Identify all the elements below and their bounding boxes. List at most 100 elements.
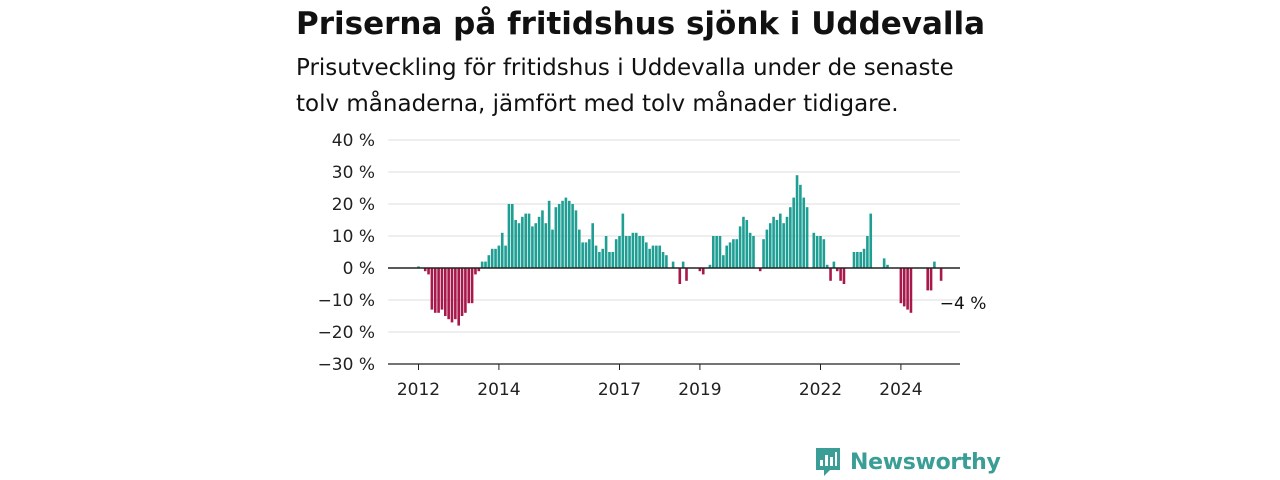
bar (869, 213, 873, 268)
bar (819, 236, 822, 268)
bar (437, 268, 440, 313)
bar (785, 216, 789, 268)
bar (856, 252, 859, 268)
bar (457, 268, 460, 326)
bar (554, 207, 558, 268)
bar (574, 210, 578, 268)
y-tick-label: 10 % (332, 227, 375, 247)
bar (611, 252, 615, 268)
bar (517, 223, 521, 268)
bar (712, 236, 715, 268)
bar (564, 197, 568, 268)
bar (772, 216, 775, 268)
bar (571, 204, 574, 268)
bar (527, 213, 531, 268)
bar (909, 268, 913, 313)
bar (470, 268, 474, 304)
bar (584, 242, 588, 268)
bar (567, 200, 571, 268)
bar (825, 264, 829, 268)
bar (621, 213, 625, 268)
bar (594, 245, 598, 268)
bars (417, 175, 943, 326)
bar (789, 207, 792, 268)
bar (614, 239, 618, 268)
bar (929, 268, 933, 291)
bar (487, 255, 491, 268)
y-tick-label: −20 % (318, 323, 375, 343)
bar (708, 264, 712, 268)
y-tick-label: 0 % (343, 259, 375, 279)
bar (648, 248, 651, 268)
bar (933, 261, 936, 268)
bar (728, 242, 732, 268)
bar-chart: −30 %−20 %−10 %0 %10 %20 %30 %40 % 2012 2… (318, 131, 987, 400)
bar (829, 268, 832, 281)
bar (464, 268, 467, 313)
bar (631, 232, 635, 268)
x-tick-label: 2022 (799, 380, 842, 400)
chart-subtitle: Prisutveckling för fritidshus i Uddevall… (296, 55, 954, 117)
bar (511, 204, 514, 268)
bar (815, 236, 819, 268)
bar (561, 200, 564, 268)
y-axis-labels: −30 % −20 % −10 % 0 % 10 % 20 % 30 % 40 % (318, 131, 375, 375)
bar (624, 236, 628, 268)
bar (886, 264, 889, 268)
bar (725, 245, 728, 268)
bar (467, 268, 471, 304)
bar (541, 210, 544, 268)
chart-title: Priserna på fritidshus sjönk i Uddevalla (296, 6, 986, 42)
bar (735, 239, 739, 268)
bar (427, 268, 430, 275)
bar (738, 226, 742, 268)
x-tick-label: 2017 (598, 380, 641, 400)
bar (433, 268, 437, 313)
bar (782, 223, 785, 268)
bar (474, 268, 477, 275)
bar (752, 236, 755, 268)
bar (805, 207, 809, 268)
bar (531, 226, 534, 268)
bar (423, 268, 427, 272)
bar (812, 232, 816, 268)
bar (658, 245, 661, 268)
bar (852, 252, 856, 268)
bar (722, 255, 725, 268)
x-tick-label: 2024 (879, 380, 922, 400)
bar (902, 268, 906, 307)
bar (634, 232, 638, 268)
bar (685, 268, 688, 281)
bar (899, 268, 903, 304)
y-tick-label: 40 % (332, 131, 375, 151)
y-tick-label: −10 % (318, 291, 375, 311)
bar (551, 229, 554, 268)
newsworthy-logo[interactable]: Newsworthy (814, 445, 1001, 479)
bar (765, 229, 769, 268)
bar (732, 239, 735, 268)
bar (628, 236, 631, 268)
bar (678, 268, 682, 284)
bar (762, 239, 765, 268)
bar (604, 236, 608, 268)
bar (588, 239, 591, 268)
bar (839, 268, 842, 281)
brand-name: Newsworthy (850, 449, 1001, 475)
bar (862, 248, 866, 268)
bar (742, 216, 745, 268)
bar (581, 242, 584, 268)
y-tick-label: 30 % (332, 163, 375, 183)
bar (655, 245, 658, 268)
bar (547, 200, 551, 268)
x-axis-labels: 2012 2014 2017 2019 2022 2024 (397, 364, 923, 400)
bar (598, 252, 601, 268)
bar (645, 242, 648, 268)
bar (504, 245, 507, 268)
bar (822, 239, 826, 268)
bar (866, 236, 869, 268)
bar (450, 268, 454, 323)
bar (715, 236, 718, 268)
bar (484, 261, 487, 268)
bar (544, 223, 548, 268)
bar (718, 236, 722, 268)
